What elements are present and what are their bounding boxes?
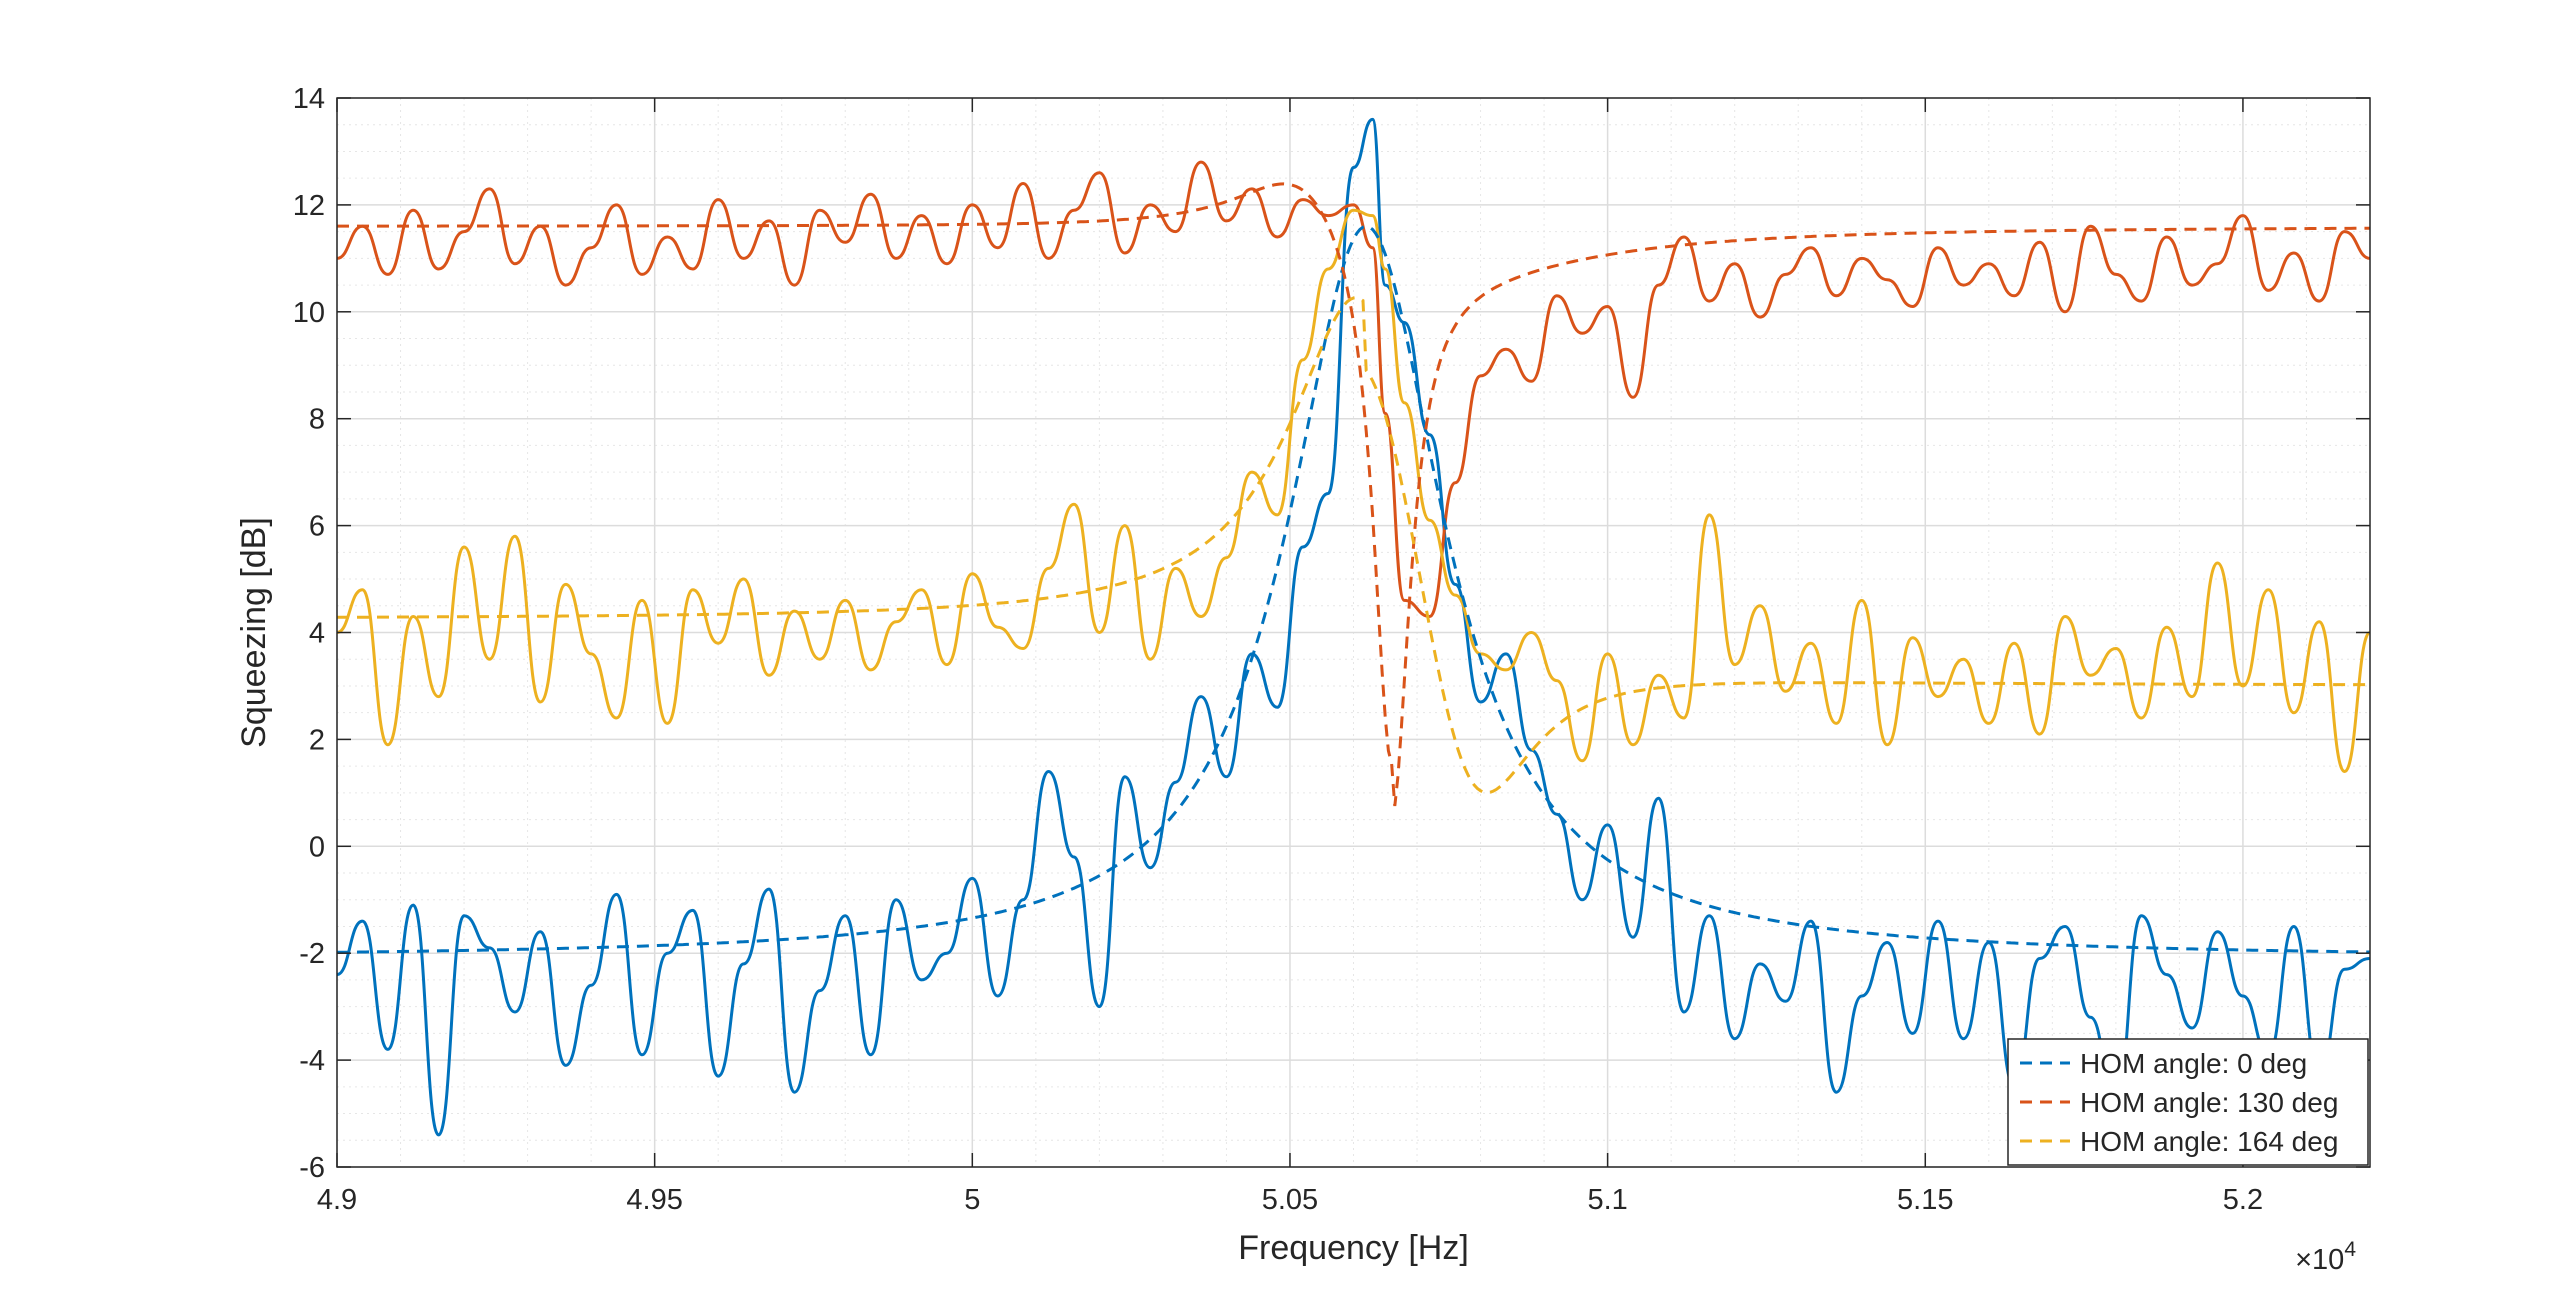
y-tick-label: 10 xyxy=(293,297,325,329)
x-tick-label: 5.2 xyxy=(2223,1184,2263,1216)
y-tick-labels: -6 -4 -2 0 2 4 6 8 10 12 14 xyxy=(293,83,325,1184)
x-tick-label: 4.95 xyxy=(626,1184,682,1216)
y-tick-label: -6 xyxy=(299,1152,325,1184)
x-tick-labels: 4.9 4.95 5 5.05 5.1 5.15 5.2 xyxy=(317,1184,2263,1216)
series-fit-line-2 xyxy=(337,296,2370,795)
x-tick-label: 4.9 xyxy=(317,1184,357,1216)
series-fit-line-0 xyxy=(337,224,2370,954)
x-axis-label: Frequency [Hz] xyxy=(1238,1229,1469,1267)
y-tick-label: 4 xyxy=(309,618,325,650)
y-tick-label: -2 xyxy=(299,938,325,970)
x-axis-exponent: ×104 xyxy=(2295,1238,2356,1276)
series-fit-line-1 xyxy=(337,182,2370,807)
y-tick-label: 2 xyxy=(309,724,325,756)
x-tick-label: 5.1 xyxy=(1587,1184,1627,1216)
x-axis-exponent-base: ×10 xyxy=(2295,1244,2344,1276)
series-measured-line-2 xyxy=(337,208,2370,773)
legend-label-0: HOM angle: 0 deg xyxy=(2080,1048,2307,1079)
y-tick-label: 14 xyxy=(293,83,325,115)
series-measured-line-1 xyxy=(337,160,2370,618)
y-axis-label: Squeezing [dB] xyxy=(235,517,273,748)
y-tick-label: 6 xyxy=(309,511,325,543)
y-tick-label: 8 xyxy=(309,404,325,436)
legend: HOM angle: 0 deg HOM angle: 130 deg HOM an… xyxy=(2007,1038,2369,1166)
x-axis-exponent-power: 4 xyxy=(2344,1238,2356,1261)
series-layer xyxy=(337,117,2370,1137)
y-tick-label: 0 xyxy=(309,831,325,863)
legend-label-2: HOM angle: 164 deg xyxy=(2080,1126,2338,1157)
tick-marks xyxy=(336,97,2370,1168)
y-tick-label: -4 xyxy=(299,1045,325,1077)
x-tick-label: 5 xyxy=(964,1184,980,1216)
x-tick-label: 5.05 xyxy=(1262,1184,1318,1216)
legend-label-1: HOM angle: 130 deg xyxy=(2080,1087,2338,1118)
y-tick-label: 12 xyxy=(293,190,325,222)
x-tick-label: 5.15 xyxy=(1897,1184,1953,1216)
